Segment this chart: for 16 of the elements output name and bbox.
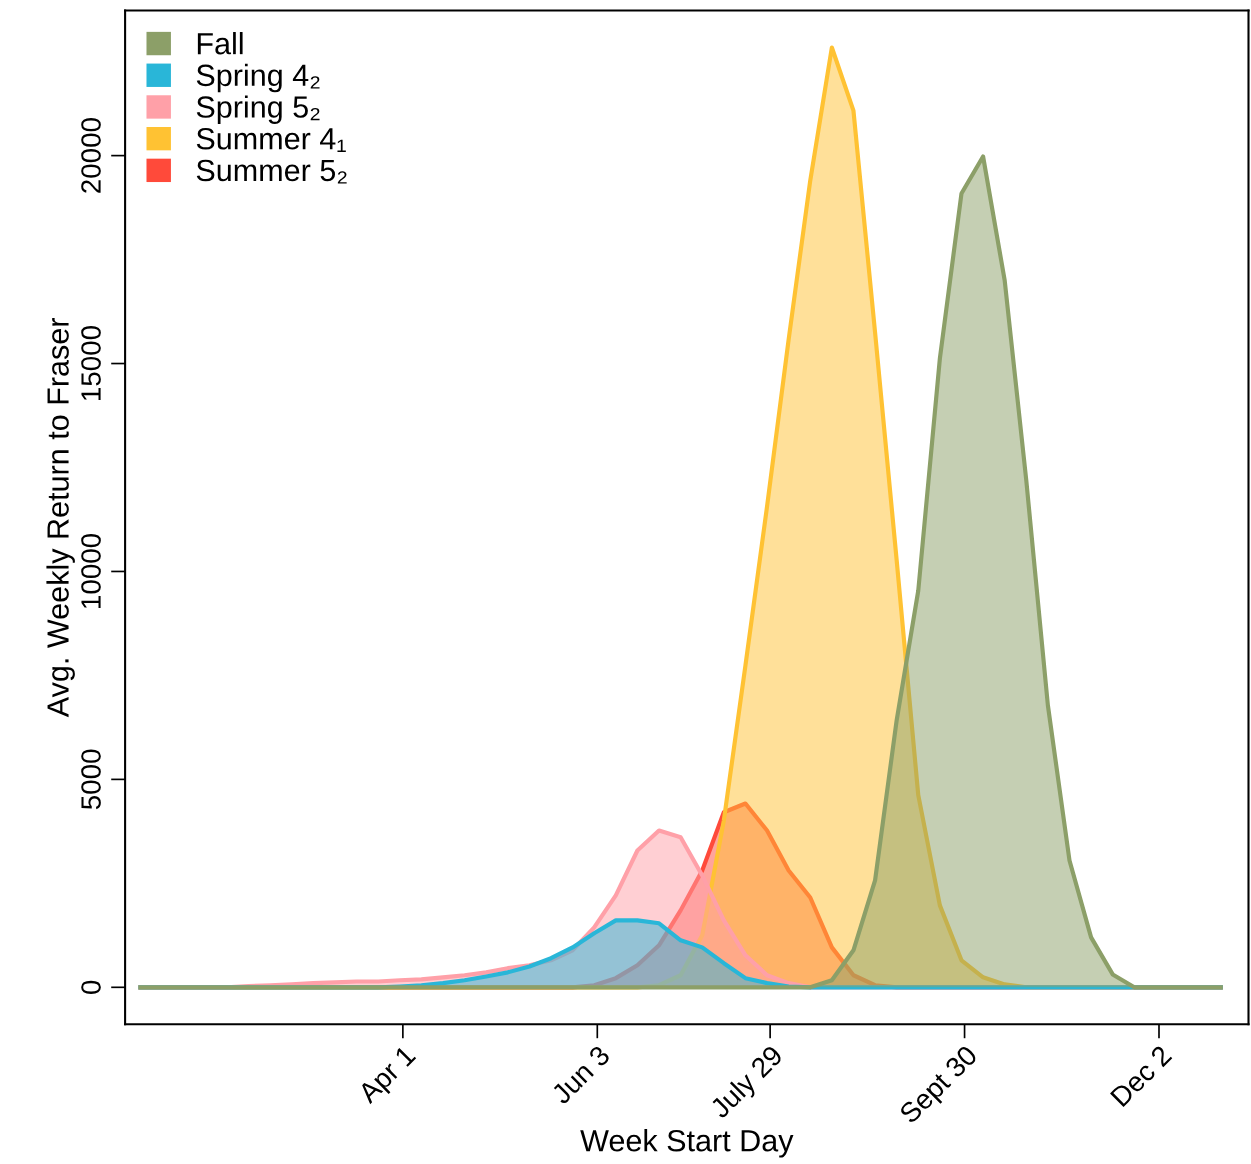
x-tick-label: July 29 xyxy=(708,1044,788,1124)
y-tick-label: 15000 xyxy=(81,325,101,401)
x-tick-label: Jun 3 xyxy=(550,1044,611,1106)
y-axis-title: Avg. Weekly Return to Fraser xyxy=(46,318,75,718)
y-tick-label: 0 xyxy=(81,980,101,994)
legend-label: Spring 4₂ xyxy=(196,63,320,93)
legend-label: Summer 4₁ xyxy=(196,127,346,152)
x-tick-label: Dec 2 xyxy=(1109,1044,1173,1108)
x-axis-title: Week Start Day xyxy=(580,1129,794,1158)
y-tick-label: 5000 xyxy=(81,749,101,810)
legend-label: Spring 5₂ xyxy=(196,95,320,124)
y-tick-label: 20000 xyxy=(81,118,101,193)
legend-label: Summer 5₂ xyxy=(196,159,347,184)
x-tick-label: Apr 1 xyxy=(356,1044,421,1109)
y-tick-label: 10000 xyxy=(81,533,101,608)
legend-label: Fall xyxy=(197,32,243,55)
